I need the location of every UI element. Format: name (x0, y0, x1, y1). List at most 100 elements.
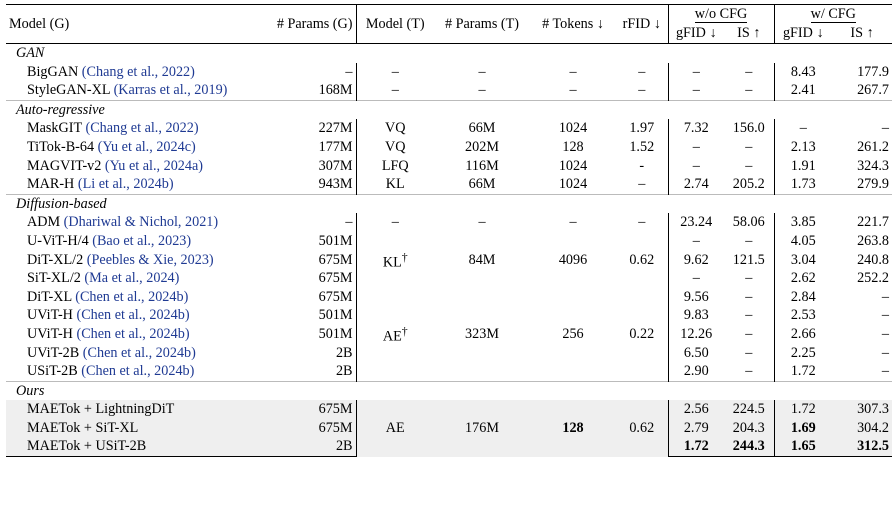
table-row: MAR-H (Li et al., 2024b) 943M KL 66M 102… (6, 175, 892, 195)
citation-link[interactable]: (Li et al., 2024b) (77, 176, 174, 193)
params-t-cell: 66M (468, 120, 496, 137)
col-model-t: Model (T) (355, 4, 434, 44)
group-label: Ours (6, 380, 892, 401)
table-row: ADM (Dhariwal & Nichol, 2021) – – – – – … (6, 213, 892, 232)
is-wo-cell: – (745, 82, 753, 99)
table-row-ours: MAETok + SiT-XL 675M 2.79 204.3 1.69 304… (6, 418, 892, 438)
params-g-cell: 2B (335, 344, 353, 361)
params-g-cell: 675M (318, 251, 353, 268)
params-g-cell: 2B (262, 437, 356, 458)
model-t-cell: – (355, 81, 434, 101)
tokens-cell: 1024 (558, 176, 588, 193)
col-is-w: IS ↑ (850, 25, 874, 41)
model-name: MAETok + LightningDiT (6, 400, 262, 419)
gfid-wo-cell: 2.74 (667, 175, 724, 195)
citation-link[interactable]: (Chen et al., 2024b) (76, 325, 190, 342)
is-w-cell: 252.2 (857, 270, 889, 287)
is-wo-cell: – (745, 157, 753, 174)
comparison-table: Model (G) # Params (G) Model (T) # Param… (6, 4, 892, 458)
model-name: StyleGAN-XL (Karras et al., 2019) (27, 82, 228, 99)
table-row: StyleGAN-XL (Karras et al., 2019) 168M –… (6, 81, 892, 101)
citation-link[interactable]: (Chen et al., 2024b) (82, 344, 196, 361)
rfid-cell: – (638, 82, 646, 99)
citation-link[interactable]: (Karras et al., 2019) (113, 82, 228, 99)
is-wo-cell: – (745, 270, 753, 287)
gfid-w-cell: 3.04 (773, 250, 832, 270)
model-t-cell: AE (355, 400, 434, 457)
is-w-cell: – (881, 325, 889, 342)
params-g-cell: 2B (335, 363, 353, 380)
params-t-cell: – (478, 82, 486, 99)
rfid-cell: – (638, 63, 646, 80)
gfid-wo-cell: – (667, 156, 724, 176)
gfid-w-cell: 2.13 (773, 137, 832, 157)
dagger-mark: † (401, 249, 408, 264)
params-g-cell: 501M (318, 307, 353, 324)
gfid-w-cell: 2.62 (773, 269, 832, 288)
table-row: SiT-XL/2 (Ma et al., 2024) 675M – – 2.62… (6, 269, 892, 288)
dagger-mark: † (401, 324, 408, 339)
citation-link[interactable]: (Chen et al., 2024b) (81, 363, 195, 380)
gfid-w-cell: 4.05 (773, 231, 832, 251)
is-w-cell: 307.3 (832, 400, 892, 419)
model-name: UViT-H (Chen et al., 2024b) (27, 325, 190, 342)
citation-link[interactable]: (Bao et al., 2023) (92, 232, 192, 249)
col-gfid-w: gFID ↓ (773, 24, 832, 44)
gfid-w-cell: 2.84 (773, 287, 832, 307)
gfid-w-cell: 8.43 (773, 62, 832, 82)
model-name: TiTok-B-64 (Yu et al., 2024c) (27, 138, 196, 155)
params-g-cell: – (345, 63, 353, 80)
tokens-cell: 128 (562, 138, 584, 155)
citation-link[interactable]: (Peebles & Xie, 2023) (86, 251, 214, 268)
tokens-cell: 128 (530, 400, 616, 457)
params-g-cell: 943M (318, 176, 353, 193)
group-row-gan: GAN (6, 42, 892, 63)
citation-link[interactable]: (Chang et al., 2022) (85, 120, 199, 137)
is-w-cell: 312.5 (832, 437, 892, 458)
model-name: DiT-XL (Chen et al., 2024b) (27, 288, 189, 305)
col-group-wo-cfg: w/o CFG (667, 4, 774, 24)
citation-link[interactable]: (Chang et al., 2022) (81, 63, 195, 80)
rfid-cell: 1.97 (629, 120, 655, 137)
rfid-cell: – (638, 214, 646, 231)
citation-link[interactable]: (Yu et al., 2024a) (104, 157, 204, 174)
col-params-g: # Params (G) (262, 4, 356, 44)
params-t-cell: 84M (468, 251, 496, 268)
citation-link[interactable]: (Dhariwal & Nichol, 2021) (63, 214, 219, 231)
table-row: DiT-XL (Chen et al., 2024b) 675M AE† 323… (6, 287, 892, 382)
table-row-ours: MAETok + LightningDiT 675M AE 176M 128 0… (6, 400, 892, 457)
params-g-cell: 227M (318, 120, 353, 137)
gfid-w-cell: – (773, 119, 832, 138)
gfid-w-cell: 1.65 (773, 437, 832, 458)
model-name: UViT-H (Chen et al., 2024b) (27, 307, 190, 324)
table-row-ours: MAETok + USiT-2B 2B 1.72 244.3 1.65 312.… (6, 437, 892, 458)
params-g-cell: 177M (318, 138, 353, 155)
params-t-cell: – (478, 63, 486, 80)
table-row: MAGVIT-v2 (Yu et al., 2024a) 307M LFQ 11… (6, 156, 892, 176)
gfid-wo-cell: 9.56 (667, 287, 724, 307)
model-name: MaskGIT (Chang et al., 2022) (27, 120, 199, 137)
citation-link[interactable]: (Yu et al., 2024c) (97, 138, 196, 155)
model-name: U-ViT-H/4 (Bao et al., 2023) (27, 232, 192, 249)
gfid-wo-cell: – (667, 81, 724, 101)
is-wo-cell: – (745, 363, 753, 380)
table-row: UViT-H (Chen et al., 2024b) 501M 9.83 – … (6, 306, 892, 325)
is-wo-cell: – (745, 138, 753, 155)
citation-link[interactable]: (Chen et al., 2024b) (76, 307, 190, 324)
group-row-diffusion: Diffusion-based (6, 193, 892, 214)
is-wo-cell: 205.2 (732, 176, 765, 193)
table-row: UViT-2B (Chen et al., 2024b) 2B 6.50 – 2… (6, 343, 892, 363)
citation-link[interactable]: (Chen et al., 2024b) (75, 288, 189, 305)
params-t-cell: 66M (468, 176, 496, 193)
is-w-cell: – (881, 120, 889, 137)
model-t-cell: VQ (355, 119, 434, 138)
tokens-cell: – (569, 63, 577, 80)
is-w-cell: 240.8 (857, 251, 889, 268)
gfid-wo-cell: – (667, 137, 724, 157)
header-row-1: Model (G) # Params (G) Model (T) # Param… (6, 4, 892, 44)
model-t-cell: KL† (355, 231, 434, 288)
is-wo-cell: 121.5 (732, 251, 765, 268)
is-w-cell: 261.2 (857, 138, 889, 155)
citation-link[interactable]: (Ma et al., 2024) (84, 270, 180, 287)
params-g-cell: – (345, 214, 353, 231)
